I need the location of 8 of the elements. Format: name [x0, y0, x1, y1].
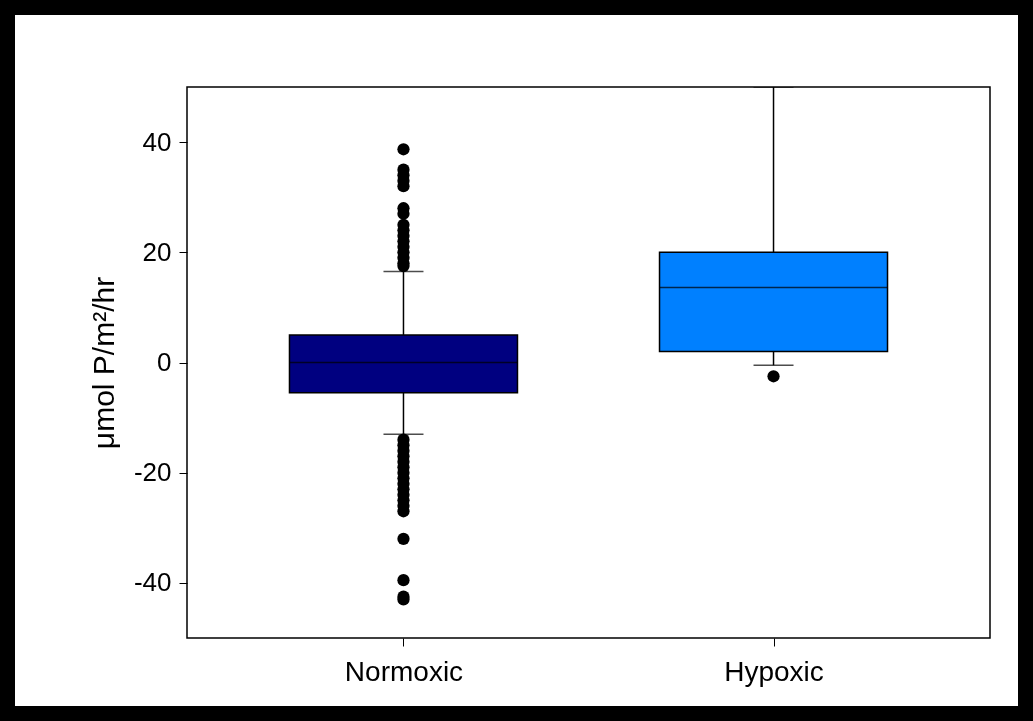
y-tick-label: -40 [133, 567, 172, 598]
x-tick-label: Normoxic [344, 655, 464, 687]
y-tick-label: 0 [157, 347, 172, 377]
y-tick-label: 40 [142, 126, 172, 157]
y-axis-title: μmol P/m²/hr [86, 276, 120, 450]
y-tick-label: 20 [142, 236, 172, 267]
y-tick-label: -20 [133, 457, 172, 488]
x-tick-label: Hypoxic [724, 655, 824, 687]
